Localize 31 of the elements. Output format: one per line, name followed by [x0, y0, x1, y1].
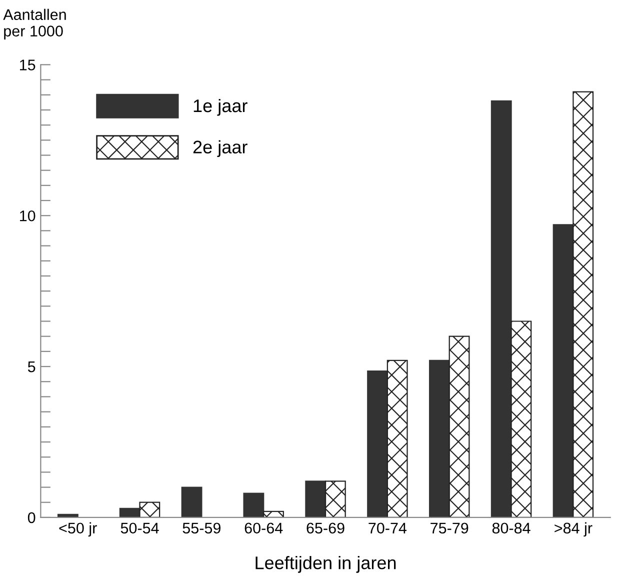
bar	[324, 480, 346, 518]
legend-label: 1e jaar	[194, 98, 248, 116]
x-tick-label: <50 jr	[59, 522, 97, 537]
bar	[181, 486, 202, 518]
y-tick-label: 5	[28, 362, 36, 372]
legend-label: 2e jaar	[193, 140, 248, 158]
bar	[448, 336, 470, 518]
y-axis-title: Aantallen per 1000	[3, 8, 66, 40]
bar	[552, 224, 574, 518]
y-tick-label: 0	[28, 512, 36, 524]
bar	[243, 492, 264, 518]
bar	[510, 320, 532, 518]
x-tick-label: 70-74	[368, 522, 407, 534]
x-axis-title: Leeftijden in jaren	[256, 556, 396, 573]
bar	[305, 480, 326, 518]
bar	[263, 510, 284, 518]
x-tick-label: 75-79	[430, 522, 468, 534]
bar	[572, 91, 594, 518]
x-tick-label: 55-59	[182, 522, 220, 534]
x-tick-label: 50-54	[120, 522, 159, 534]
bar	[490, 100, 512, 518]
x-tick-label: >84 jr	[554, 522, 592, 537]
bar	[139, 502, 160, 518]
x-tick-label: 65-69	[306, 522, 344, 534]
bar	[386, 360, 408, 518]
x-tick-label: 80-84	[492, 522, 530, 534]
bar	[428, 360, 450, 518]
y-tick-label: 15	[20, 60, 36, 70]
y-tick-label: 10	[20, 210, 36, 222]
x-tick-label: 60-64	[244, 522, 283, 534]
bar	[367, 370, 388, 518]
